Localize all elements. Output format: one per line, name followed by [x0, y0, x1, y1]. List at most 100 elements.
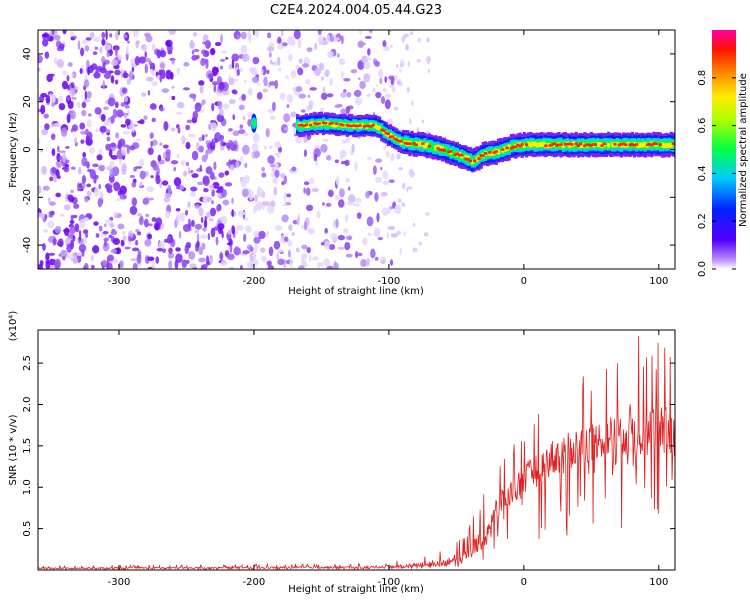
spectrogram-noise-cell — [388, 179, 395, 184]
spectrogram-noise-cell — [225, 142, 231, 149]
spectrogram-noise-cell — [54, 226, 62, 234]
spectrogram-noise-cell — [101, 31, 106, 39]
spectrogram-xlabel: Height of straight line (km) — [288, 286, 424, 297]
spectrogram-noise-cell — [384, 99, 391, 110]
spectrogram-noise-cell — [92, 51, 98, 56]
spectrogram-noise-cell — [117, 55, 123, 61]
spectrogram-noise-cell — [268, 145, 273, 149]
spectrogram-noise-cell — [112, 108, 118, 119]
spectrogram-noise-cell — [231, 197, 234, 204]
spectrogram-noise-cell — [168, 30, 176, 36]
spectrogram-noise-cell — [125, 118, 131, 126]
spectrogram-noise-cell — [110, 248, 118, 254]
spectrogram-noise-cell — [120, 239, 125, 247]
spectrogram-ridge-cell — [632, 143, 637, 147]
spectrogram-noise-cell — [109, 169, 114, 178]
spectrogram-ridge-cell — [615, 141, 619, 147]
spectrogram-noise-cell — [212, 181, 220, 189]
spectrogram-noise-cell — [56, 160, 62, 169]
spectrogram-noise-cell — [116, 198, 122, 202]
spectrogram-noise-cell — [80, 139, 85, 144]
spectrogram-noise-cell — [123, 113, 127, 120]
spectrogram-noise-cell — [202, 34, 209, 43]
spectrogram-noise-cell — [198, 257, 206, 263]
spectrogram-ridge-cell — [341, 124, 345, 127]
spectrogram-noise-cell — [360, 258, 367, 268]
spectrogram-noise-cell — [417, 37, 421, 43]
spectrogram-noise-cell — [382, 40, 387, 47]
snr-ytick-label: 0.5 — [22, 521, 33, 537]
spectrogram-noise-cell — [81, 175, 87, 184]
spectrogram-noise-cell — [47, 197, 51, 204]
spectrogram-noise-cell — [115, 46, 118, 57]
spectrogram-ridge-cell — [596, 142, 600, 147]
spectrogram-noise-cell — [150, 68, 154, 74]
spectrogram-noise-cell — [390, 153, 395, 162]
spectrogram-noise-cell — [280, 30, 284, 37]
spectrogram-noise-cell — [131, 197, 138, 207]
spectrogram-ridge-cell — [514, 145, 518, 149]
spectrogram-noise-cell — [54, 258, 61, 269]
spectrogram-noise-cell — [205, 211, 211, 218]
spectrogram-noise-cell — [58, 95, 63, 102]
spectrogram-ridge-cell — [619, 143, 624, 146]
snr-ytick-label: 1.5 — [22, 438, 33, 454]
spectrogram-noise-cell — [325, 202, 332, 207]
spectrogram-noise-cell — [233, 246, 241, 256]
spectrogram-noise-cell — [110, 154, 118, 160]
spectrogram-noise-cell — [271, 116, 276, 120]
spectrogram-noise-cell — [378, 68, 384, 79]
spectrogram-ridge-cell — [313, 121, 317, 129]
spectrogram-noise-cell — [63, 166, 70, 173]
spectrogram-ridge-cell — [613, 142, 617, 146]
spectrogram-noise-cell — [240, 155, 243, 165]
spectrogram-noise-cell — [260, 255, 267, 262]
spectrogram-noise-cell — [394, 204, 402, 215]
spectrogram-noise-cell — [110, 75, 115, 84]
spectrogram-noise-cell — [219, 58, 226, 62]
spectrogram-noise-cell — [409, 118, 412, 125]
spectrogram-noise-cell — [187, 201, 191, 208]
spectrogram-noise-cell — [147, 90, 151, 96]
spectrogram-ridge-cell — [403, 141, 408, 145]
spectrogram-noise-cell — [65, 146, 70, 149]
spectrogram-ridge-cell — [522, 143, 526, 148]
spectrogram-noise-cell — [373, 227, 381, 237]
spectrogram-noise-cell — [62, 30, 67, 35]
spectrogram-noise-cell — [69, 87, 76, 97]
snr-scale-label: (x10⁴) — [8, 311, 19, 342]
spectrogram-noise-cell — [286, 93, 294, 103]
spectrogram-noise-cell — [198, 246, 204, 256]
spectrogram-noise-cell — [99, 191, 104, 200]
spectrogram-noise-cell — [396, 153, 401, 160]
spectrogram-noise-cell — [152, 163, 159, 171]
spectrogram-noise-cell — [362, 237, 368, 246]
spectrogram-noise-cell — [231, 59, 235, 69]
spectrogram-noise-cell — [139, 181, 143, 188]
spectrogram-ridge-cell — [440, 148, 444, 152]
spectrogram-noise-cell — [289, 257, 293, 268]
spectrogram-noise-cell — [120, 124, 127, 128]
spectrogram-ridge-cell — [466, 155, 470, 161]
spectrogram-noise-cell — [97, 164, 106, 171]
spectrogram-noise-cell — [147, 233, 153, 240]
spectrogram-noise-cell — [285, 75, 289, 79]
spectrogram-noise-cell — [85, 135, 90, 146]
spectrogram-noise-cell — [251, 143, 259, 152]
spectrogram-noise-cell — [202, 41, 209, 45]
spectrogram-ridge-cell — [470, 159, 475, 165]
spectrogram-noise-cell — [252, 150, 260, 159]
spectrogram-noise-cell — [303, 135, 307, 144]
spectrogram-ridge-cell — [568, 142, 572, 146]
spectrogram-noise-cell — [307, 94, 311, 98]
spectrogram-noise-cell — [218, 108, 224, 116]
spectrogram-noise-cell — [409, 31, 414, 35]
spectrogram-noise-cell — [305, 204, 314, 212]
spectrogram-noise-cell — [374, 256, 379, 261]
spectrogram-noise-cell — [406, 187, 409, 192]
spectrogram-noise-cell — [266, 230, 270, 238]
spectrogram-noise-cell — [147, 256, 155, 262]
spectrogram-ridge-cell — [434, 145, 438, 151]
spectrogram-noise-cell — [100, 233, 107, 237]
spectrogram-noise-cell — [210, 48, 215, 55]
